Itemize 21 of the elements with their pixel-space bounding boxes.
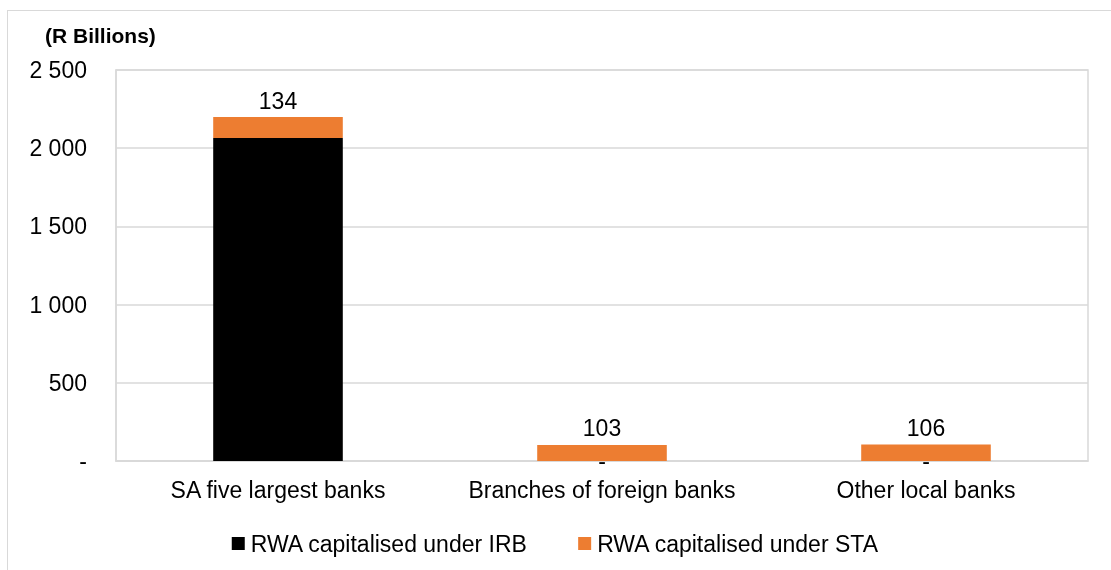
y-tick-label: 500: [48, 369, 87, 396]
x-tick-label: Branches of foreign banks: [468, 476, 736, 503]
data-label: 134: [258, 87, 298, 114]
legend-label: RWA capitalised under STA: [597, 530, 879, 557]
y-tick-label: 2 500: [29, 57, 87, 83]
data-label: -: [598, 448, 606, 474]
y-tick-label: 1 500: [29, 213, 87, 240]
bar: [861, 444, 991, 461]
y-axis-title: (R Billions): [45, 24, 156, 47]
y-tick-label: 2 000: [29, 135, 87, 162]
legend-label: RWA capitalised under IRB: [250, 530, 527, 557]
data-label: 103: [582, 415, 622, 442]
data-label: 106: [906, 414, 946, 441]
bar: [537, 444, 667, 461]
x-tick-label: Other local banks: [836, 476, 1016, 503]
bar: [213, 138, 343, 461]
y-tick-label: 1 000: [29, 291, 87, 318]
x-tick-label: SA five largest banks: [170, 476, 386, 503]
data-label: -: [922, 448, 930, 474]
bar: [213, 117, 343, 139]
y-tick-label: -: [79, 448, 87, 474]
